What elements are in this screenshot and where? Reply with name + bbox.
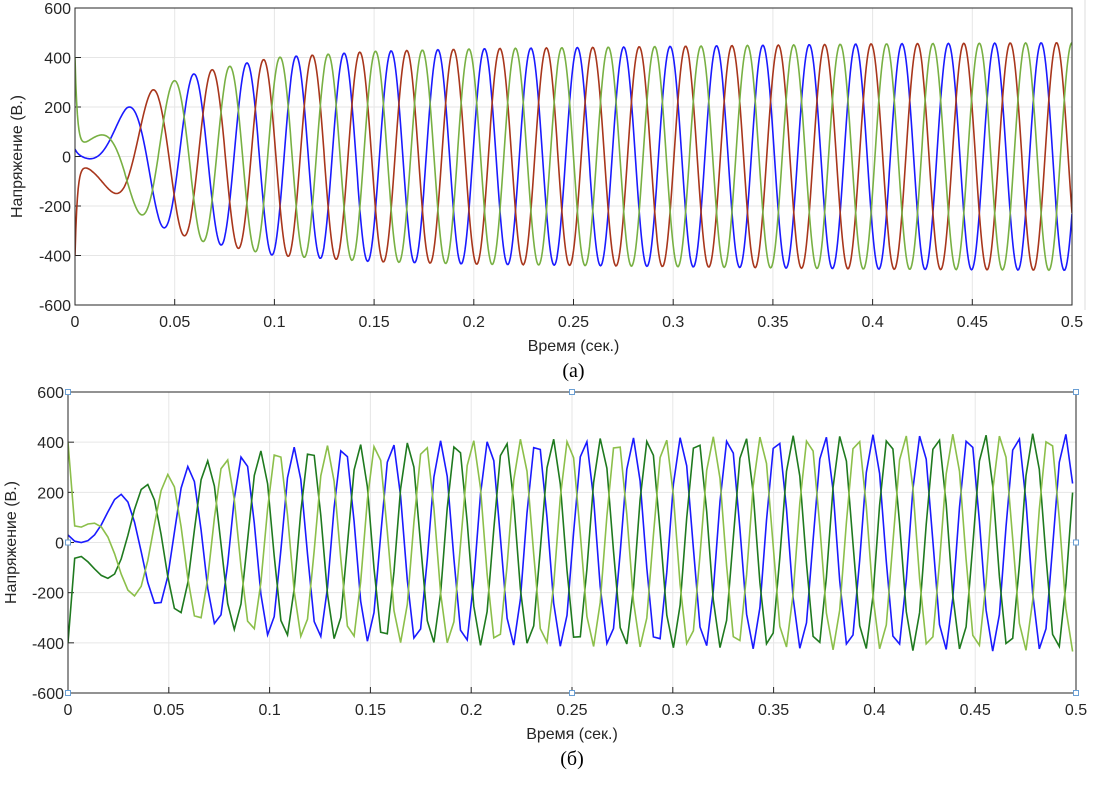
series-line-2 bbox=[75, 41, 1072, 271]
y-tick-label: -200 bbox=[39, 199, 71, 216]
y-tick-label: 600 bbox=[37, 385, 64, 402]
y-tick-label: 200 bbox=[37, 485, 64, 502]
selection-handle bbox=[65, 389, 71, 395]
y-tick-label: 0 bbox=[62, 150, 71, 167]
selection-handle bbox=[1073, 539, 1079, 546]
y-tick-label: -400 bbox=[39, 249, 71, 266]
series-line-3 bbox=[68, 434, 1074, 652]
x-tick-label: 0.3 bbox=[662, 314, 684, 331]
y-tick-label: -600 bbox=[39, 298, 71, 315]
series-line-3 bbox=[75, 41, 1072, 272]
series-line-2 bbox=[68, 433, 1074, 651]
y-tick-label: 200 bbox=[44, 100, 71, 117]
x-tick-label: 0.35 bbox=[758, 702, 789, 719]
axes-box bbox=[74, 7, 1073, 306]
x-tick-label: 0.25 bbox=[558, 314, 589, 331]
chart-a: 0 0.05 0.1 0.15 0.2 0.25 0.3 0.35 0.4 0.45 0.5 -600… bbox=[9, 0, 1086, 382]
figure-caption: (a) bbox=[562, 360, 584, 382]
y-tick-label: 0 bbox=[55, 536, 64, 553]
selection-handle bbox=[65, 690, 71, 696]
x-tick-label: 0.15 bbox=[359, 314, 390, 331]
x-tick-label: 0.5 bbox=[1065, 702, 1087, 719]
y-axis-label: Напряжение (В.) bbox=[9, 95, 26, 218]
x-tick-label: 0.5 bbox=[1061, 314, 1083, 331]
selection-handle bbox=[1073, 690, 1079, 696]
x-tick-label: 0 bbox=[71, 314, 80, 331]
y-tick-label: -400 bbox=[32, 636, 64, 653]
y-tick-label: 400 bbox=[44, 51, 71, 68]
x-tick-label: 0.4 bbox=[861, 314, 883, 331]
x-tick-label: 0.05 bbox=[153, 702, 184, 719]
x-tick-label: 0.45 bbox=[960, 702, 991, 719]
selection-handle bbox=[569, 389, 575, 395]
series-line-1 bbox=[75, 41, 1072, 272]
y-tick-label: -600 bbox=[32, 686, 64, 703]
chart-b: 0 0.05 0.1 0.15 0.2 0.25 0.3 0.35 0.4 0.45 0.5 -600… bbox=[3, 385, 1087, 770]
x-tick-label: 0.1 bbox=[258, 702, 280, 719]
x-tick-label: 0.3 bbox=[662, 702, 684, 719]
x-tick-label: 0.4 bbox=[863, 702, 885, 719]
figure-caption: (б) bbox=[560, 748, 584, 770]
x-tick-label: 0.15 bbox=[355, 702, 386, 719]
x-tick-label: 0.2 bbox=[463, 314, 485, 331]
y-tick-label: 600 bbox=[44, 1, 71, 18]
x-axis-label: Время (сек.) bbox=[526, 726, 618, 743]
y-tick-label: -200 bbox=[32, 586, 64, 603]
x-tick-label: 0.25 bbox=[556, 702, 587, 719]
x-tick-label: 0.2 bbox=[460, 702, 482, 719]
x-tick-label: 0.45 bbox=[957, 314, 988, 331]
x-tick-label: 0 bbox=[64, 702, 73, 719]
x-tick-label: 0.05 bbox=[159, 314, 190, 331]
x-axis-label: Время (сек.) bbox=[528, 338, 620, 355]
selection-handle bbox=[1073, 389, 1079, 395]
x-tick-label: 0.35 bbox=[757, 314, 788, 331]
x-tick-label: 0.1 bbox=[263, 314, 285, 331]
selection-handle bbox=[569, 690, 575, 696]
y-axis-label: Напряжение (В.) bbox=[3, 481, 20, 604]
selection-handle bbox=[65, 539, 71, 546]
y-tick-label: 400 bbox=[37, 435, 64, 452]
